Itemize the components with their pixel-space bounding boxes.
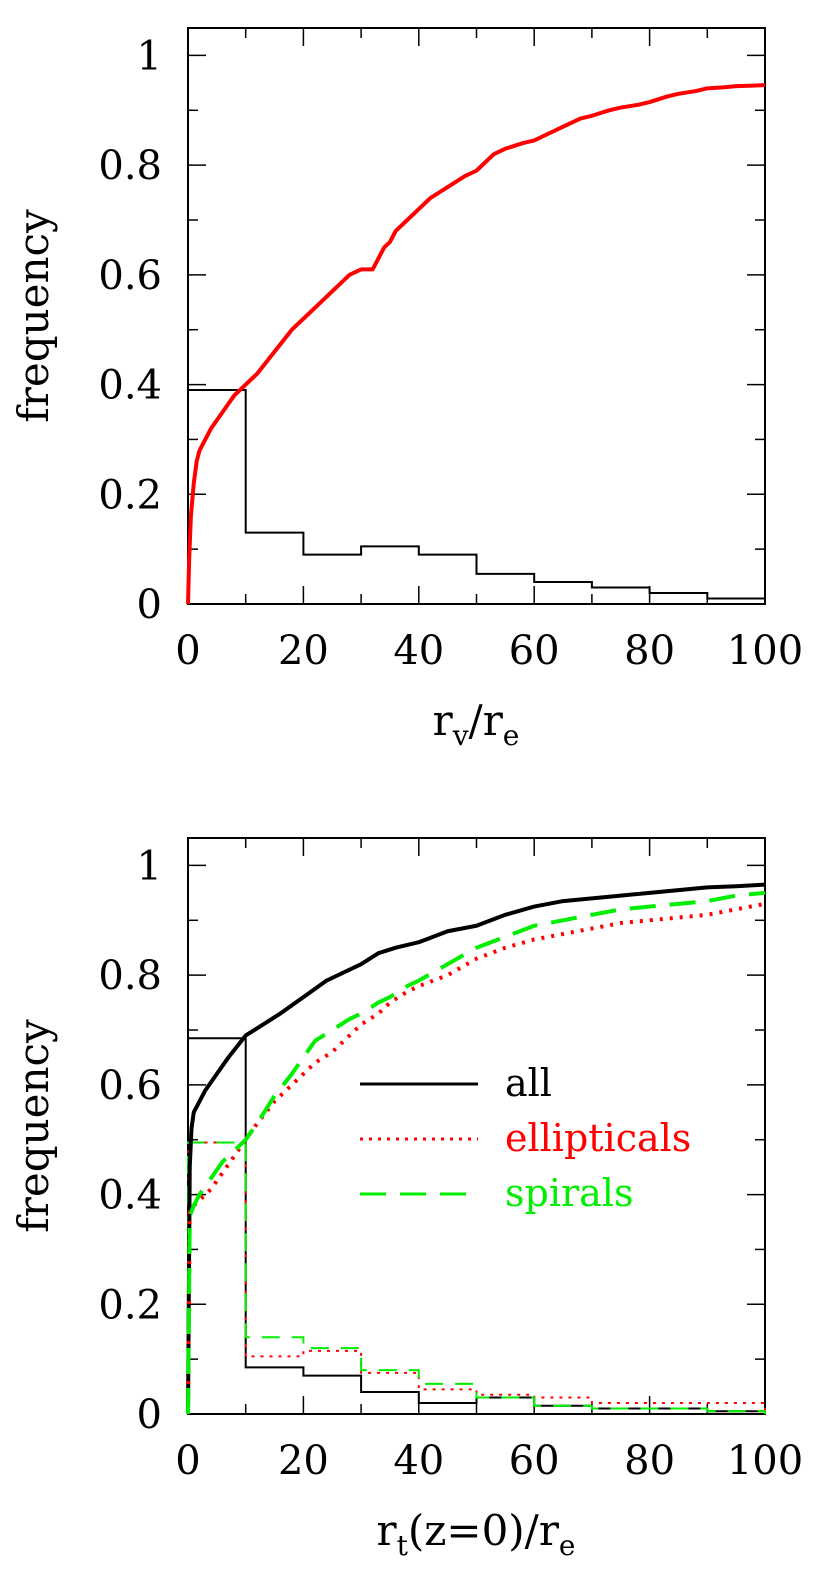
top-xlabel: rv/re [433,696,520,752]
x-tick-label: 40 [393,1438,444,1484]
top-xlabel-r2: r [483,696,504,745]
x-tick-label: 0 [175,1438,200,1484]
y-tick-label: 0.6 [98,1063,162,1109]
top-panel: 0 20 40 60 80 100 0 0.2 0.4 0.6 0.8 1 frequency rv/… [9,27,803,752]
legend-label-spirals: spirals [505,1171,633,1215]
bottom-tick-labels: 0 20 40 60 80 100 0 0.2 0.4 0.6 0.8 1 [98,843,803,1484]
histogram-all [187,1037,766,1414]
top-plot-frame [187,27,766,605]
bottom-xlabel-sub-e: e [559,1529,576,1562]
top-xlabel-slash: / [469,696,484,745]
bottom-histograms [187,1037,766,1414]
top-tick-labels: 0 20 40 60 80 100 0 0.2 0.4 0.6 0.8 1 [98,33,803,674]
bottom-xlabel-mid: (z=0)/r [408,1506,560,1555]
x-tick-label: 80 [624,628,675,674]
bottom-xlabel-r: r [377,1506,398,1555]
cumulative-curve-spirals [186,890,766,1415]
y-tick-label: 0.6 [98,253,162,299]
bottom-legend: all ellipticals spirals [360,1061,691,1215]
top-xlabel-sub-v: v [452,719,469,752]
top-ylabel: frequency [9,209,58,423]
top-xlabel-sub-e: e [503,719,520,752]
bottom-cumulative-curves [186,882,766,1415]
y-tick-label: 0.4 [98,1173,162,1219]
x-tick-label: 80 [624,1438,675,1484]
y-tick-label: 0 [137,582,162,628]
bottom-xlabel-sub-t: t [397,1529,409,1562]
x-tick-label: 0 [175,628,200,674]
bottom-panel: 0 20 40 60 80 100 0 0.2 0.4 0.6 0.8 1 all elliptical… [9,837,803,1562]
cumulative-curve-series [186,83,766,605]
histogram-ellipticals [187,1141,766,1414]
x-tick-label: 60 [509,1438,560,1484]
y-tick-label: 0 [137,1392,162,1438]
cumulative-curve-all [186,882,766,1415]
y-tick-label: 1 [137,33,162,79]
y-tick-label: 0.4 [98,363,162,409]
x-tick-label: 20 [278,1438,329,1484]
x-tick-label: 100 [727,1438,803,1484]
top-tick-marks [187,28,766,605]
x-tick-label: 20 [278,628,329,674]
top-histograms [187,389,766,604]
y-tick-label: 0.8 [98,953,162,999]
bottom-xlabel: rt(z=0)/re [377,1506,576,1562]
x-tick-label: 40 [393,628,444,674]
x-tick-label: 60 [509,628,560,674]
histogram-series [187,389,766,604]
legend-label-all: all [505,1061,552,1105]
y-tick-label: 0.2 [98,472,162,518]
y-tick-label: 0.8 [98,143,162,189]
top-xlabel-r: r [433,696,454,745]
top-cumulative-curves [186,83,766,605]
legend-label-ellipticals: ellipticals [505,1116,691,1160]
histogram-spirals [187,1141,766,1414]
y-tick-label: 1 [137,843,162,889]
bottom-ylabel: frequency [9,1019,58,1233]
y-tick-label: 0.2 [98,1282,162,1328]
x-tick-label: 100 [727,628,803,674]
